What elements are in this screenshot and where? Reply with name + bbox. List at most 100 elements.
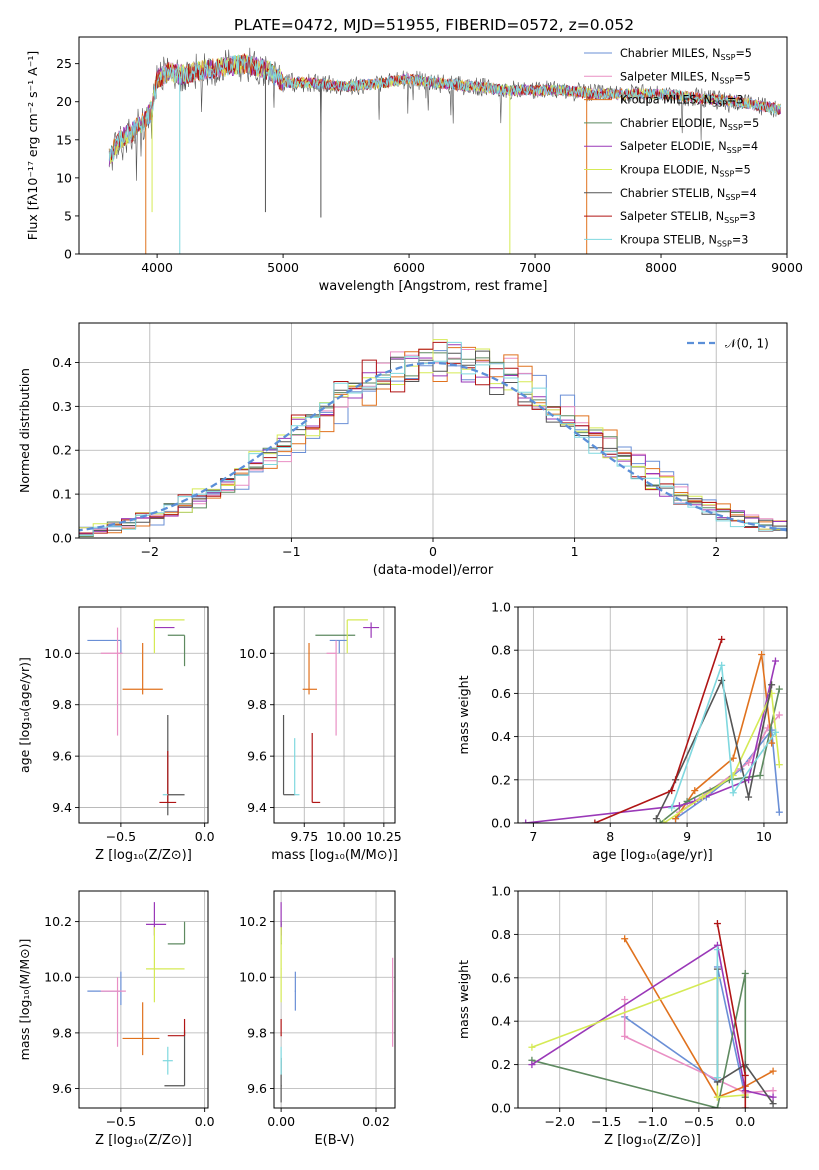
- x-axis-label: Z [log₁₀(Z/Z⊙)]: [604, 1133, 701, 1148]
- errorbar-point: [153, 619, 185, 654]
- errorbar-point: [294, 738, 300, 796]
- y-tick-label: 0.6: [491, 686, 511, 701]
- x-tick-label: 8: [606, 829, 614, 844]
- errorbar-point: [280, 1018, 282, 1037]
- errorbar-point: [326, 640, 337, 736]
- errorbar-point: [167, 1018, 186, 1037]
- y-tick-label: 10.0: [44, 970, 72, 985]
- errorbar-point: [392, 957, 394, 1047]
- weight-point-marker: [745, 759, 753, 767]
- x-tick-label: 0.02: [362, 1114, 390, 1129]
- plot-area: [79, 339, 787, 538]
- weight-point-marker: [745, 776, 753, 784]
- y-tick-label: 10: [56, 170, 72, 185]
- y-tick-label: 0: [64, 247, 72, 262]
- weight-vs-age-panel: 7 8 9 10 0.0 0.2 0.4 0.6 0.8 1.0 age [log₁₀(age/yr…: [456, 600, 788, 863]
- weight-point-marker: [621, 935, 629, 943]
- spectrum-line: [108, 54, 781, 164]
- weight-point-marker: [756, 771, 764, 779]
- y-tick-label: 10.2: [239, 914, 267, 929]
- errorbar-point: [87, 971, 122, 1006]
- weight-point-marker: [718, 635, 726, 643]
- y-tick-label: 0.4: [491, 729, 511, 744]
- y-tick-label: 9.4: [247, 800, 267, 815]
- weight-point-marker: [771, 657, 779, 665]
- spectrum-line: [108, 54, 781, 162]
- normal-reference-curve: [79, 361, 787, 532]
- y-tick-label: 0.4: [52, 355, 72, 370]
- y-axis-label: mass weight: [456, 675, 471, 754]
- errorbar-point: [282, 715, 295, 796]
- weight-point-marker: [741, 1104, 749, 1108]
- weight-point-marker: [660, 819, 668, 823]
- weight-series-line: [623, 999, 774, 1094]
- weight-point-marker: [621, 1032, 629, 1040]
- y-tick-label: 9.6: [247, 1081, 267, 1096]
- errorbar-point: [363, 622, 380, 638]
- errorbar-point: [167, 715, 185, 816]
- y-tick-label: 0.3: [52, 399, 72, 414]
- age-vs-mass-panel: 9.75 10.00 10.25 9.4 9.6 9.8 10.0 mass [log₁₀(M…: [239, 606, 402, 863]
- weight-point-marker: [522, 819, 530, 823]
- mass-vs-metallicity-panel: −0.5 0.0 9.6 9.8 10.0 10.2 Z [log₁₀(Z/Z⊙)] mass…: [17, 890, 215, 1148]
- x-tick-label: −1: [282, 544, 300, 559]
- x-tick-label: 0.0: [735, 1114, 755, 1129]
- legend-entry: 𝒩(0, 1): [725, 337, 769, 351]
- axes-frame: [273, 606, 396, 824]
- weight-point-marker: [675, 802, 683, 810]
- x-axis-label: (data-model)/error: [373, 563, 494, 578]
- weight-point-marker: [769, 1093, 777, 1101]
- y-tick-label: 10.0: [239, 646, 267, 661]
- axes-frame: [273, 890, 396, 1109]
- errorbar-point: [146, 902, 167, 936]
- legend-entry: Kroupa STELIB, NSSP=3: [620, 233, 748, 248]
- y-tick-label: 5: [64, 208, 72, 223]
- y-tick-label: 0.8: [491, 927, 511, 942]
- x-tick-label: 0.0: [195, 829, 215, 844]
- spectrum-panel: 4000 5000 6000 7000 8000 9000 0 5 10 15 20 25 wavele…: [25, 36, 803, 294]
- weight-series-line: [659, 688, 781, 823]
- x-tick-label: −0.5: [106, 829, 136, 844]
- weight-point-marker: [621, 996, 629, 1003]
- errorbar-point: [280, 927, 282, 1003]
- x-tick-label: 9000: [771, 260, 803, 275]
- weight-point-marker: [698, 793, 706, 801]
- weight-point-marker: [672, 815, 680, 823]
- weight-point-marker: [656, 819, 664, 823]
- y-tick-label: 10.2: [44, 914, 72, 929]
- errorbar-point: [122, 643, 163, 695]
- y-tick-label: 9.8: [52, 697, 72, 712]
- y-tick-label: 20: [56, 94, 72, 109]
- errorbar-point: [311, 733, 321, 804]
- x-axis-label: Z [log₁₀(Z/Z⊙)]: [95, 1133, 192, 1148]
- y-tick-label: 1.0: [491, 884, 511, 899]
- x-tick-label: 4000: [141, 260, 173, 275]
- weight-point-marker: [768, 739, 776, 747]
- axes-frame: [78, 890, 209, 1109]
- y-tick-label: 0.1: [52, 487, 72, 502]
- weight-point-marker: [769, 1100, 777, 1108]
- y-tick-label: 0.8: [491, 643, 511, 658]
- weight-point-marker: [652, 815, 660, 823]
- x-tick-label: −1.0: [637, 1114, 667, 1129]
- weight-point-marker: [771, 728, 779, 736]
- weight-point-marker: [713, 1074, 721, 1082]
- x-axis-label: wavelength [Angstrom, rest frame]: [319, 279, 548, 294]
- y-axis-label: Normed distribution: [17, 368, 32, 493]
- x-tick-label: −2.0: [545, 1114, 575, 1129]
- y-tick-label: 1.0: [491, 600, 511, 615]
- y-tick-label: 0.0: [491, 1101, 511, 1116]
- y-tick-label: 0.6: [491, 970, 511, 985]
- x-tick-label: 8000: [645, 260, 677, 275]
- x-tick-label: 2: [712, 544, 720, 559]
- errorbar-point: [346, 619, 368, 654]
- weight-point-marker: [718, 676, 726, 684]
- weight-point-marker: [775, 685, 783, 693]
- errorbar-point: [159, 751, 177, 804]
- weight-series-line: [655, 677, 773, 820]
- x-tick-label: 9: [683, 829, 691, 844]
- weight-point-marker: [713, 946, 721, 954]
- y-tick-label: 9.6: [52, 749, 72, 764]
- y-tick-label: 0.0: [491, 816, 511, 831]
- y-axis-label: Flux [fλ10⁻¹⁷ erg cm⁻² s⁻¹ A⁻¹]: [25, 51, 40, 240]
